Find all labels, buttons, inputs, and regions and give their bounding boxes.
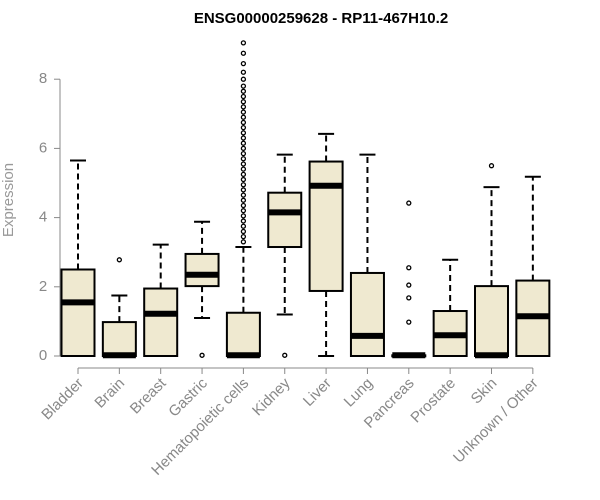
outlier-point bbox=[240, 124, 247, 131]
outlier-point bbox=[240, 93, 247, 100]
outlier-point bbox=[240, 223, 247, 229]
outlier-point bbox=[406, 200, 412, 206]
outlier-point bbox=[240, 135, 247, 141]
box-unknown-other bbox=[515, 175, 551, 357]
box-pancreas bbox=[391, 200, 427, 359]
box-gastric bbox=[184, 220, 220, 358]
outlier-point bbox=[240, 213, 247, 219]
y-tick-label: 4 bbox=[39, 209, 47, 226]
outlier-point bbox=[240, 233, 247, 240]
box-body bbox=[474, 285, 509, 357]
outlier-point bbox=[240, 114, 247, 120]
box-body bbox=[184, 252, 220, 288]
outlier-point bbox=[406, 319, 412, 325]
outlier-point bbox=[240, 228, 247, 235]
y-tick-label: 2 bbox=[39, 278, 47, 295]
box-skin bbox=[474, 163, 509, 359]
outlier-point bbox=[116, 257, 122, 263]
outlier-point bbox=[240, 60, 247, 67]
outlier-point bbox=[406, 295, 412, 301]
outlier-point bbox=[199, 352, 205, 358]
box-body bbox=[225, 311, 261, 357]
outlier-point bbox=[240, 99, 247, 105]
box-lung bbox=[349, 153, 385, 357]
box-hematopoietic-cells bbox=[225, 40, 261, 359]
outlier-point bbox=[240, 156, 247, 162]
x-tick-label: Skin bbox=[468, 375, 501, 408]
x-tick-label: Liver bbox=[300, 375, 335, 410]
outlier-point bbox=[240, 150, 247, 157]
x-tick-label: Breast bbox=[127, 374, 170, 417]
x-tick-label: Lung bbox=[341, 375, 377, 411]
outlier-point bbox=[240, 130, 247, 136]
outlier-point bbox=[240, 171, 247, 178]
outlier-point bbox=[240, 40, 247, 46]
outlier-point bbox=[406, 265, 412, 271]
box-body bbox=[308, 160, 344, 292]
y-tick-label: 0 bbox=[39, 347, 47, 364]
box-body bbox=[60, 268, 96, 357]
outlier-point bbox=[240, 83, 247, 89]
outlier-point bbox=[406, 282, 412, 288]
outlier-point bbox=[240, 166, 247, 172]
outlier-point bbox=[240, 50, 247, 56]
outlier-point bbox=[240, 119, 247, 126]
outlier-point bbox=[240, 69, 247, 75]
box-liver bbox=[308, 132, 344, 357]
box-body bbox=[101, 321, 137, 358]
box-body bbox=[143, 287, 179, 357]
outlier-point bbox=[240, 208, 247, 214]
plot-area bbox=[60, 40, 551, 359]
y-axis-label: Expression bbox=[0, 163, 17, 237]
box-body bbox=[349, 271, 385, 357]
box-brain bbox=[101, 257, 137, 359]
outlier-point bbox=[240, 239, 247, 245]
box-prostate bbox=[432, 258, 468, 357]
outlier-point bbox=[488, 163, 495, 169]
outlier-point bbox=[240, 192, 247, 198]
outlier-point bbox=[282, 352, 288, 358]
outlier-point bbox=[240, 202, 247, 209]
outlier-point bbox=[240, 197, 247, 203]
box-bladder bbox=[60, 159, 96, 357]
outlier-point bbox=[240, 140, 247, 146]
outlier-point bbox=[240, 176, 247, 183]
box-kidney bbox=[267, 153, 303, 358]
outlier-point bbox=[240, 182, 247, 188]
outlier-point bbox=[240, 76, 247, 82]
y-tick-label: 8 bbox=[39, 70, 47, 87]
outlier-point bbox=[240, 88, 247, 94]
outlier-point bbox=[240, 109, 247, 115]
outlier-point bbox=[240, 218, 247, 224]
box-body bbox=[267, 191, 303, 249]
x-tick-label: Prostate bbox=[407, 375, 459, 427]
x-tick-label: Kidney bbox=[249, 374, 294, 419]
outlier-point bbox=[240, 187, 247, 193]
outlier-point bbox=[240, 145, 247, 152]
outlier-point bbox=[240, 161, 247, 167]
box-breast bbox=[143, 243, 179, 357]
y-axis: 0 2 4 6 8 bbox=[39, 70, 61, 364]
x-tick-label: Bladder bbox=[38, 375, 87, 424]
chart-title: ENSG00000259628 - RP11-467H10.2 bbox=[194, 10, 448, 27]
y-tick-label: 6 bbox=[39, 139, 47, 156]
x-tick-label: Brain bbox=[91, 375, 128, 412]
outlier-point bbox=[240, 104, 247, 110]
